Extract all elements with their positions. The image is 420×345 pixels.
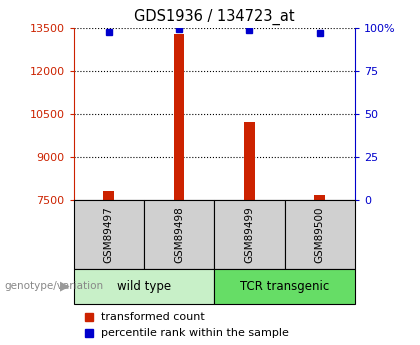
- Bar: [214, 269, 355, 304]
- Text: GSM89498: GSM89498: [174, 206, 184, 263]
- Text: wild type: wild type: [117, 280, 171, 293]
- Text: genotype/variation: genotype/variation: [4, 282, 103, 291]
- Bar: [103, 191, 114, 200]
- Bar: [74, 269, 214, 304]
- Text: ▶: ▶: [60, 280, 69, 293]
- Bar: [174, 34, 184, 200]
- Title: GDS1936 / 134723_at: GDS1936 / 134723_at: [134, 9, 294, 25]
- Text: GSM89497: GSM89497: [104, 206, 114, 263]
- Bar: [285, 200, 355, 269]
- Text: GSM89499: GSM89499: [244, 206, 255, 263]
- Bar: [214, 200, 285, 269]
- Bar: [315, 195, 325, 200]
- Text: transformed count: transformed count: [101, 312, 205, 322]
- Bar: [244, 122, 255, 200]
- Text: GSM89500: GSM89500: [315, 206, 325, 263]
- Text: percentile rank within the sample: percentile rank within the sample: [101, 328, 289, 338]
- Bar: [74, 200, 144, 269]
- Text: TCR transgenic: TCR transgenic: [240, 280, 329, 293]
- Bar: [144, 200, 214, 269]
